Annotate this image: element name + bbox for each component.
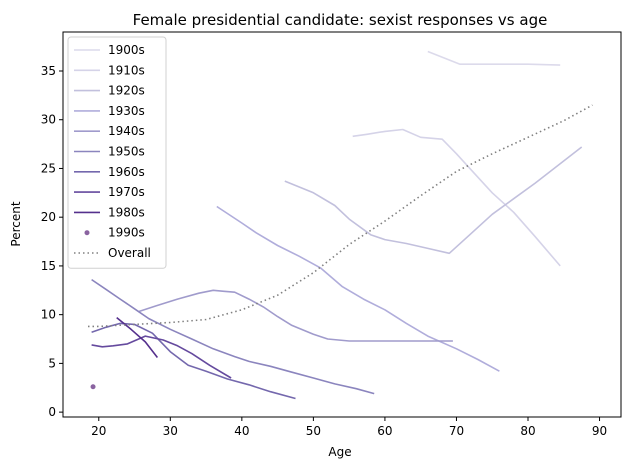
legend-label: 1910s <box>108 63 145 77</box>
series-line-1920s <box>284 146 583 255</box>
y-tick-label: 35 <box>41 64 56 78</box>
legend-box <box>67 36 167 269</box>
legend-label: 1920s <box>108 84 145 98</box>
x-axis-label: Age <box>328 445 351 459</box>
y-tick-label: 5 <box>48 356 56 370</box>
y-tick-label: 0 <box>48 405 56 419</box>
legend-marker <box>84 230 90 236</box>
legend: 1900s 1910s 1920s 1930s 1940s 1950s 1960s 1970s… <box>67 36 167 269</box>
series-line-1940s <box>137 289 453 342</box>
chart-title: Female presidential candidate: sexist re… <box>133 11 548 29</box>
legend-label: 1970s <box>108 185 145 199</box>
series-line-1930s <box>216 205 500 372</box>
series-line-1950s <box>91 278 375 395</box>
series-line-1980s <box>116 316 159 358</box>
x-tick-label: 40 <box>234 424 249 438</box>
y-tick-label: 10 <box>41 308 56 322</box>
legend-label: Overall <box>108 246 151 260</box>
legend-label: 1930s <box>108 104 145 118</box>
legend-label: 1980s <box>108 205 145 219</box>
legend-label: 1960s <box>108 165 145 179</box>
x-tick-label: 50 <box>306 424 321 438</box>
x-tick-label: 90 <box>592 424 607 438</box>
y-tick-label: 25 <box>41 161 56 175</box>
x-tick-label: 30 <box>163 424 178 438</box>
series-line-1910s <box>352 128 561 267</box>
series-layer <box>88 50 593 400</box>
y-tick-label: 30 <box>41 113 56 127</box>
y-axis-label: Percent <box>9 201 23 246</box>
y-tick-label: 15 <box>41 259 56 273</box>
series-line-overall <box>88 104 593 328</box>
y-tick-label: 20 <box>41 210 56 224</box>
series-point-1990s <box>90 384 96 390</box>
series-line-1900s <box>427 50 561 66</box>
series-line-1970s <box>91 335 232 379</box>
legend-label: 1990s <box>108 226 145 240</box>
x-tick-label: 70 <box>449 424 464 438</box>
legend-label: 1900s <box>108 43 145 57</box>
legend-label: 1950s <box>108 145 145 159</box>
plot-frame <box>62 31 622 418</box>
legend-label: 1940s <box>108 124 145 138</box>
x-tick-label: 80 <box>520 424 535 438</box>
x-tick-label: 20 <box>91 424 106 438</box>
x-axis: 20 30 40 50 60 70 80 90 <box>91 417 607 438</box>
y-axis: 0 5 10 15 20 25 30 35 <box>41 64 63 419</box>
series-line-1960s <box>91 322 296 400</box>
x-tick-label: 60 <box>377 424 392 438</box>
